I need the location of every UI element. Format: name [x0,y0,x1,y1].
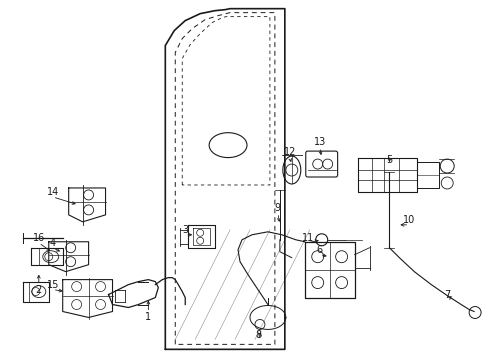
Text: 4: 4 [50,238,56,248]
Text: 12: 12 [283,147,295,157]
Text: 10: 10 [403,215,415,225]
Text: 1: 1 [145,312,151,323]
Text: 5: 5 [386,155,392,165]
Text: 3: 3 [182,225,188,235]
Text: 16: 16 [33,233,45,243]
Text: 6: 6 [316,245,322,255]
Text: 8: 8 [254,330,261,341]
Text: 11: 11 [301,233,313,243]
Text: 9: 9 [274,203,281,213]
Text: 15: 15 [46,280,59,289]
Text: 13: 13 [313,137,325,147]
Text: 14: 14 [46,187,59,197]
Text: 2: 2 [36,284,42,294]
Text: 7: 7 [443,289,449,300]
